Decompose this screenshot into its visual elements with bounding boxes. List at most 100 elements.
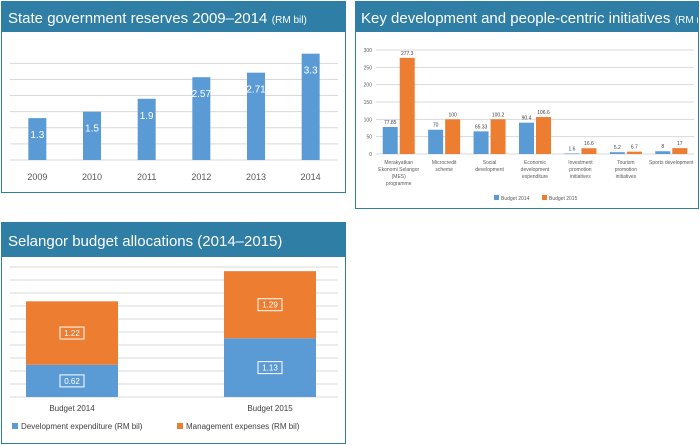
bar-budget-2014 [428,129,444,154]
legend-label: Budget 2014 [501,196,530,202]
x-tick-label: promotion [569,167,591,173]
bar-value-label: 106.6 [537,110,550,116]
reserves-unit: (RM bil) [271,15,307,26]
legend-label: Development expenditure (RM bil) [21,422,143,431]
bar-value-label: 77.85 [384,120,397,126]
bar-budget-2014 [564,153,580,155]
legend-label: Management expenses (RM bil) [186,422,300,431]
x-tick-label: Investment [568,160,593,166]
bar-budget-2015 [626,151,642,154]
y-tick-label: 0 [369,152,372,158]
bar [28,118,47,160]
x-tick-label: development [475,167,504,173]
x-tick-label: Sports development [649,160,694,166]
bar-budget-2014 [473,131,489,154]
x-tick-label: (MES) [392,174,407,180]
x-tick-label: Microcredit [432,160,457,166]
legend-swatch [12,423,18,429]
reserves-header: State government reserves 2009–2014 (RM … [2,2,345,32]
bar-value-label: 1.13 [262,364,278,373]
bar-budget-2015 [490,119,506,154]
bar-budget-2015 [399,57,415,154]
budget-header: Selangor budget allocations (2014–2015) [2,223,345,257]
value-label-box [257,298,283,312]
bar-budget-2015 [445,119,461,154]
legend-label: Budget 2015 [549,196,578,202]
bar-management-expenses [224,271,316,339]
bar-development-expenditure [26,364,118,397]
bar-value-label: 2.71 [246,85,266,96]
bar-value-label: 2.57 [192,89,212,100]
reserves-title: State government reserves 2009–2014 [8,10,268,27]
bar-value-label: 1.9 [140,111,154,122]
initiatives-chart: 05010015020025030077.85277.3MerakyatkanE… [364,48,694,202]
bar-budget-2015 [672,148,688,154]
bar-budget-2014 [609,152,625,154]
x-tick-label: expenditure [522,174,548,180]
bar-value-label: 8 [661,144,664,150]
bar-value-label: 1.5 [85,124,99,135]
reserves-panel: State government reserves 2009–2014 (RM … [1,1,346,193]
budget-chart: 0.62 1.22 Budget 2014 1.13 1.29 Budget 2015 De… [10,266,338,431]
bar-value-label: 6.7 [631,145,638,151]
y-tick-label: 250 [364,65,373,71]
bar-budget-2014 [519,122,534,154]
bar-value-label: 0.62 [64,377,80,386]
bar-value-label: 1.6 [568,146,575,152]
bar-value-label: 16.6 [584,141,594,147]
value-label-box [257,361,283,375]
bar [83,111,101,160]
bar-budget-2015 [581,148,597,154]
bar-value-label: 100 [448,112,457,118]
y-tick-label: 300 [364,48,373,54]
bar-value-label: 277.3 [401,51,414,57]
legend-swatch [542,195,547,200]
initiatives-title: Key development and people-centric initi… [361,10,671,27]
bar-budget-2015 [536,117,551,154]
x-tick-label: initiatives [616,174,637,180]
bar-budget-2014 [382,127,398,154]
bar-value-label: 3.3 [304,66,318,77]
bar-management-expenses [26,301,118,365]
y-tick-label: 100 [364,117,373,123]
initiatives-panel: Key development and people-centric initi… [355,1,699,209]
x-tick-label: Economic [524,160,546,166]
x-tick-label: Budget 2015 [247,404,293,413]
initiatives-unit: (RM mil) [674,15,698,26]
bar [137,98,156,160]
bar-value-label: 1.22 [64,329,80,338]
x-tick-label: 2009 [27,172,47,182]
x-tick-label: development [521,167,550,173]
value-label-box [59,374,85,388]
bar-value-label: 65.33 [475,124,488,130]
y-tick-label: 150 [364,100,373,106]
budget-title: Selangor budget allocations (2014–2015) [8,233,283,250]
x-tick-label: 2013 [246,172,266,182]
initiatives-header: Key development and people-centric initi… [356,2,698,32]
x-tick-label: Ekonomi Selangor [378,167,419,173]
bar-value-label: 100.2 [492,112,505,118]
x-tick-label: initiatives [570,174,591,180]
bar [301,53,320,160]
bar-development-expenditure [224,338,316,397]
y-tick-label: 50 [366,135,372,141]
x-tick-label: 2011 [137,172,156,182]
bar-budget-2014 [655,151,671,154]
x-tick-label: Merakyatkan [384,160,413,166]
x-tick-label: 2010 [82,172,102,182]
budget-panel: Selangor budget allocations (2014–2015) … [1,222,346,444]
bar [247,72,265,160]
x-tick-label: 2012 [191,172,211,182]
bar-value-label: 1.29 [262,301,278,310]
x-tick-label: scheme [435,167,453,173]
x-tick-label: programme [386,181,412,187]
legend-swatch [177,423,183,429]
x-tick-label: 2014 [301,172,321,182]
y-tick-label: 200 [364,83,373,89]
x-tick-label: Budget 2014 [49,404,95,413]
bar-value-label: 1.3 [30,130,44,141]
bar-value-label: 70 [433,123,439,129]
reserves-chart: 1.3 2009 1.5 2010 1.9 2011 2.57 2012 2.71 2013 3.3… [10,53,338,182]
bar [192,77,211,160]
x-tick-label: Social [483,160,497,166]
